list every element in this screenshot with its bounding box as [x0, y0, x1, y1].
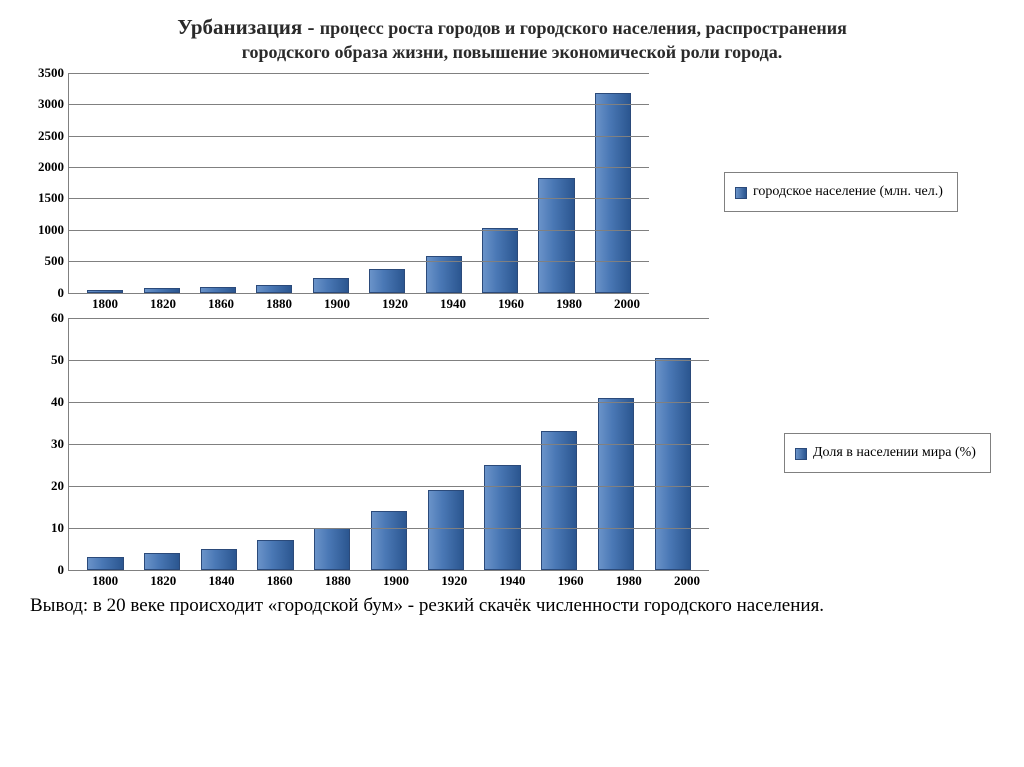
- bar-slot: [303, 73, 359, 293]
- chart2: 0102030405060 18001820184018601880190019…: [30, 318, 724, 589]
- x-tick-label: 1800: [76, 571, 134, 589]
- y-tick-label: 10: [51, 520, 69, 536]
- chart1-legend: городское население (млн. чел.): [724, 172, 958, 212]
- bar: [313, 278, 349, 292]
- bar: [655, 358, 691, 570]
- x-tick-label: 1880: [309, 571, 367, 589]
- x-tick-label: 1980: [600, 571, 658, 589]
- x-tick-label: 1800: [76, 294, 134, 312]
- y-tick-label: 500: [45, 253, 70, 269]
- gridline: [69, 360, 709, 361]
- y-tick-label: 0: [58, 285, 70, 301]
- gridline: [69, 198, 649, 199]
- bar-slot: [472, 73, 528, 293]
- chart1-xlabels: 1800182018601880190019201940196019802000: [68, 294, 664, 312]
- bar: [200, 287, 236, 293]
- y-tick-label: 1500: [38, 190, 69, 206]
- legend-label: городское население (млн. чел.): [753, 183, 943, 201]
- bar: [595, 93, 631, 293]
- x-tick-label: 1860: [251, 571, 309, 589]
- gridline: [69, 261, 649, 262]
- bar: [314, 528, 350, 570]
- bar: [371, 511, 407, 570]
- gridline: [69, 167, 649, 168]
- x-tick-label: 1980: [540, 294, 598, 312]
- bar: [256, 285, 292, 293]
- x-tick-label: 1840: [192, 571, 250, 589]
- chart1: 0500100015002000250030003500 18001820186…: [30, 73, 664, 312]
- gridline: [69, 528, 709, 529]
- chart1-bars: [69, 73, 649, 293]
- y-tick-label: 40: [51, 394, 69, 410]
- x-tick-label: 1940: [483, 571, 541, 589]
- bar: [428, 490, 464, 570]
- bar-slot: [528, 73, 584, 293]
- x-tick-label: 1920: [425, 571, 483, 589]
- bar: [144, 288, 180, 293]
- y-tick-label: 2000: [38, 159, 69, 175]
- bar: [369, 269, 405, 292]
- gridline: [69, 136, 649, 137]
- x-tick-label: 1900: [367, 571, 425, 589]
- legend-label: Доля в населении мира (%): [813, 444, 976, 462]
- x-tick-label: 1920: [366, 294, 424, 312]
- y-tick-label: 20: [51, 478, 69, 494]
- y-tick-label: 3000: [38, 96, 69, 112]
- bar-slot: [133, 73, 189, 293]
- y-tick-label: 60: [51, 310, 69, 326]
- gridline: [69, 402, 709, 403]
- y-tick-label: 2500: [38, 128, 69, 144]
- x-tick-label: 1900: [308, 294, 366, 312]
- title-rest: процесс роста городов и городского насел…: [242, 18, 847, 62]
- x-tick-label: 1860: [192, 294, 250, 312]
- legend-swatch: [735, 187, 747, 199]
- y-tick-label: 0: [58, 562, 70, 578]
- bar-slot: [77, 73, 133, 293]
- bar: [87, 290, 123, 293]
- bar-slot: [415, 73, 471, 293]
- y-tick-label: 50: [51, 352, 69, 368]
- bar-slot: [190, 73, 246, 293]
- legend-swatch: [795, 448, 807, 460]
- bar: [257, 540, 293, 569]
- bar: [201, 549, 237, 570]
- x-tick-label: 2000: [658, 571, 716, 589]
- chart1-plot: 0500100015002000250030003500: [68, 73, 649, 294]
- x-tick-label: 1940: [424, 294, 482, 312]
- chart2-legend: Доля в населении мира (%): [784, 433, 991, 473]
- chart-row-2: 0102030405060 18001820184018601880190019…: [30, 318, 994, 589]
- gridline: [69, 444, 709, 445]
- x-tick-label: 1820: [134, 294, 192, 312]
- chart2-plot: 0102030405060: [68, 318, 709, 571]
- bar: [541, 431, 577, 570]
- chart-row-1: 0500100015002000250030003500 18001820186…: [30, 73, 994, 312]
- bar: [484, 465, 520, 570]
- gridline: [69, 230, 649, 231]
- bar: [598, 398, 634, 570]
- x-tick-label: 2000: [598, 294, 656, 312]
- title-lead: Урбанизация -: [177, 15, 320, 39]
- bar: [144, 553, 180, 570]
- gridline: [69, 104, 649, 105]
- x-tick-label: 1820: [134, 571, 192, 589]
- y-tick-label: 1000: [38, 222, 69, 238]
- y-tick-label: 3500: [38, 65, 69, 81]
- x-tick-label: 1880: [250, 294, 308, 312]
- conclusion-text: Вывод: в 20 веке происходит «городской б…: [30, 595, 994, 618]
- bar-slot: [585, 73, 641, 293]
- y-tick-label: 30: [51, 436, 69, 452]
- x-tick-label: 1960: [482, 294, 540, 312]
- bar: [538, 178, 574, 292]
- x-tick-label: 1960: [542, 571, 600, 589]
- bar-slot: [246, 73, 302, 293]
- bar-slot: [359, 73, 415, 293]
- bar: [87, 557, 123, 570]
- gridline: [69, 486, 709, 487]
- page-title: Урбанизация - процесс роста городов и го…: [132, 14, 892, 65]
- gridline: [69, 318, 709, 319]
- gridline: [69, 73, 649, 74]
- chart2-xlabels: 1800182018401860188019001920194019601980…: [68, 571, 724, 589]
